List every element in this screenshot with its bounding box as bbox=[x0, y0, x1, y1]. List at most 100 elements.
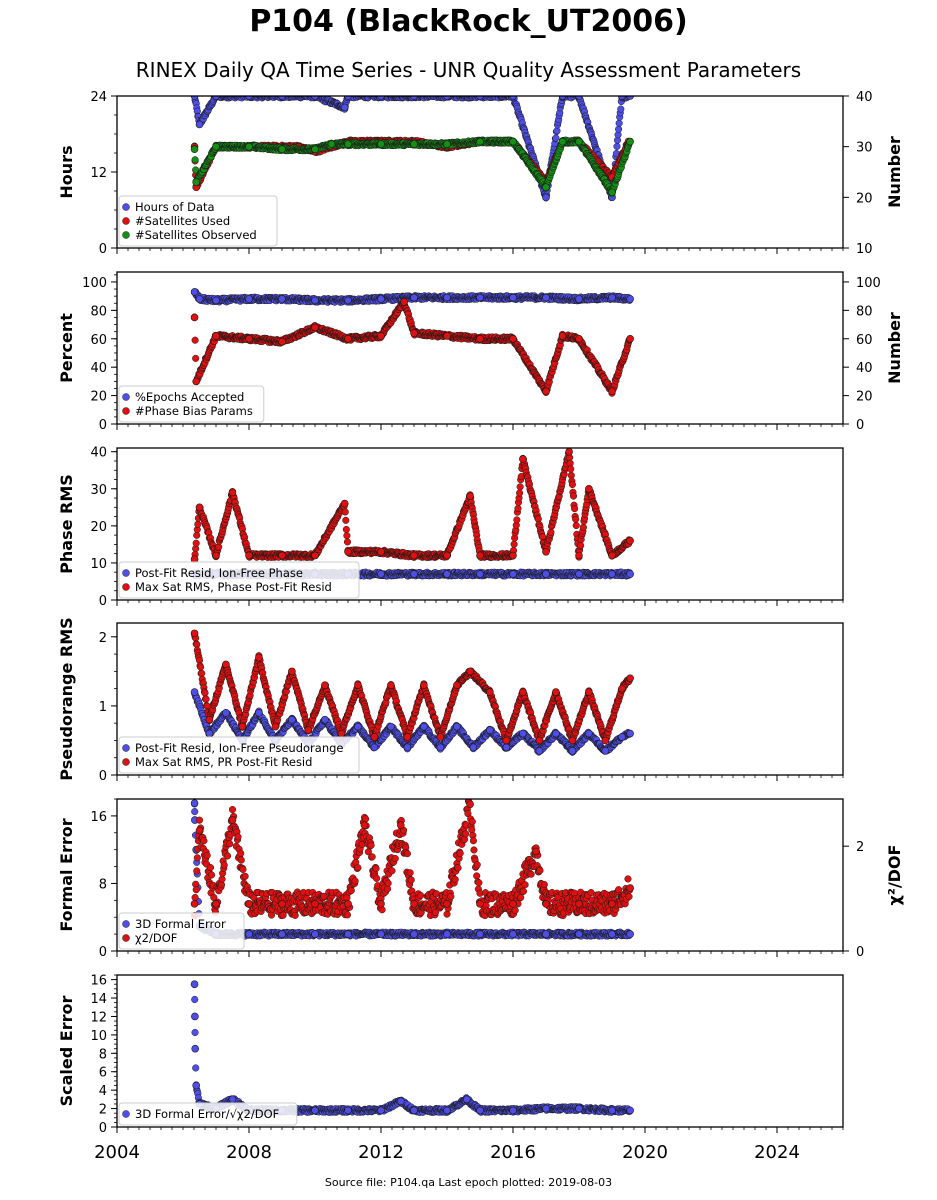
data-point bbox=[410, 96, 418, 100]
y-tick-label: 30 bbox=[90, 483, 107, 498]
y-right-axis-label: Number bbox=[885, 136, 904, 208]
data-point bbox=[575, 295, 583, 303]
data-point bbox=[542, 193, 550, 202]
legend-label: #Satellites Used bbox=[135, 214, 230, 228]
data-point bbox=[509, 334, 517, 343]
y-right-tick-label: 20 bbox=[856, 191, 873, 206]
y-tick-label: 100 bbox=[82, 276, 107, 291]
y-tick-label: 20 bbox=[90, 520, 107, 535]
data-point bbox=[410, 140, 418, 148]
data-point bbox=[443, 96, 451, 100]
y-axis-label: Percent bbox=[57, 313, 76, 383]
data-point bbox=[618, 96, 626, 100]
page-title: P104 (BlackRock_UT2006) bbox=[249, 4, 688, 39]
data-point bbox=[212, 142, 220, 151]
data-point bbox=[195, 120, 204, 129]
legend-label: #Phase Bias Params bbox=[135, 404, 253, 418]
y-axis-label: Hours bbox=[57, 145, 76, 198]
data-point bbox=[311, 296, 319, 305]
y-right-axis-label: Number bbox=[885, 312, 904, 384]
data-point bbox=[626, 137, 634, 146]
data-point bbox=[278, 337, 286, 346]
legend-marker bbox=[122, 203, 130, 211]
data-point bbox=[613, 142, 621, 150]
data-point bbox=[443, 332, 451, 340]
y-tick-label: 12 bbox=[90, 166, 107, 181]
scatter-layer bbox=[190, 288, 634, 397]
y-tick-label: 40 bbox=[90, 446, 107, 461]
scatter-layer bbox=[190, 448, 634, 580]
data-point bbox=[190, 96, 199, 100]
y-right-tick-label: 100 bbox=[856, 276, 881, 291]
y-right-tick-label: 40 bbox=[856, 90, 873, 105]
data-point bbox=[542, 183, 550, 191]
data-point bbox=[340, 103, 349, 112]
data-point bbox=[542, 387, 550, 396]
data-point bbox=[278, 295, 286, 303]
series--epochs-accepted bbox=[190, 288, 634, 306]
data-point bbox=[377, 96, 385, 100]
data-point bbox=[443, 140, 451, 148]
y-right-tick-label: 40 bbox=[856, 361, 873, 376]
series--satellites-observed bbox=[190, 136, 634, 198]
y-right-tick-label: 0 bbox=[856, 418, 864, 433]
data-point bbox=[191, 156, 199, 164]
data-point bbox=[245, 142, 253, 151]
data-point bbox=[191, 336, 199, 344]
data-point bbox=[344, 334, 352, 343]
data-point bbox=[245, 295, 253, 303]
data-point bbox=[212, 332, 220, 340]
data-point bbox=[615, 125, 623, 133]
data-point bbox=[212, 296, 220, 305]
data-point bbox=[476, 96, 484, 100]
data-point bbox=[558, 96, 567, 100]
data-point bbox=[344, 296, 352, 305]
y-tick-label: 20 bbox=[90, 390, 107, 405]
y-tick-label: 24 bbox=[90, 90, 107, 105]
y-tick-label: 0 bbox=[99, 418, 107, 433]
y-right-tick-label: 80 bbox=[856, 304, 873, 319]
legend-label: Hours of Data bbox=[135, 200, 215, 214]
data-point bbox=[410, 293, 418, 302]
data-point bbox=[195, 295, 204, 303]
data-point bbox=[278, 96, 286, 100]
data-point bbox=[190, 313, 199, 322]
data-point bbox=[608, 293, 616, 302]
data-point bbox=[278, 145, 286, 153]
y-right-tick-label: 30 bbox=[856, 141, 873, 156]
legend-label: #Satellites Observed bbox=[135, 228, 257, 242]
y-tick-label: 60 bbox=[90, 333, 107, 348]
data-point bbox=[626, 334, 634, 343]
data-point bbox=[617, 105, 625, 113]
data-point bbox=[542, 293, 550, 302]
data-point bbox=[327, 140, 336, 148]
data-point bbox=[192, 178, 200, 186]
data-point bbox=[377, 332, 385, 340]
data-point bbox=[476, 293, 484, 302]
legend-marker bbox=[122, 407, 130, 415]
legend-marker bbox=[122, 217, 130, 225]
data-point bbox=[190, 288, 199, 296]
data-point bbox=[575, 334, 583, 343]
data-point bbox=[575, 96, 583, 100]
data-point bbox=[509, 137, 517, 146]
data-point bbox=[476, 137, 484, 146]
data-point bbox=[509, 293, 517, 302]
data-point bbox=[608, 387, 616, 396]
data-point bbox=[509, 96, 517, 100]
data-point bbox=[575, 137, 583, 146]
data-point bbox=[552, 134, 560, 142]
y-tick-label: 0 bbox=[99, 594, 107, 609]
legend-marker bbox=[122, 231, 130, 239]
data-point bbox=[400, 298, 408, 306]
legend-box bbox=[118, 195, 278, 247]
y-right-tick-label: 10 bbox=[856, 242, 873, 257]
data-point bbox=[190, 145, 199, 153]
legend: Hours of Data#Satellites Used#Satellites… bbox=[118, 195, 278, 247]
data-point bbox=[608, 188, 616, 197]
y-tick-label: 80 bbox=[90, 304, 107, 319]
data-point bbox=[311, 323, 319, 332]
